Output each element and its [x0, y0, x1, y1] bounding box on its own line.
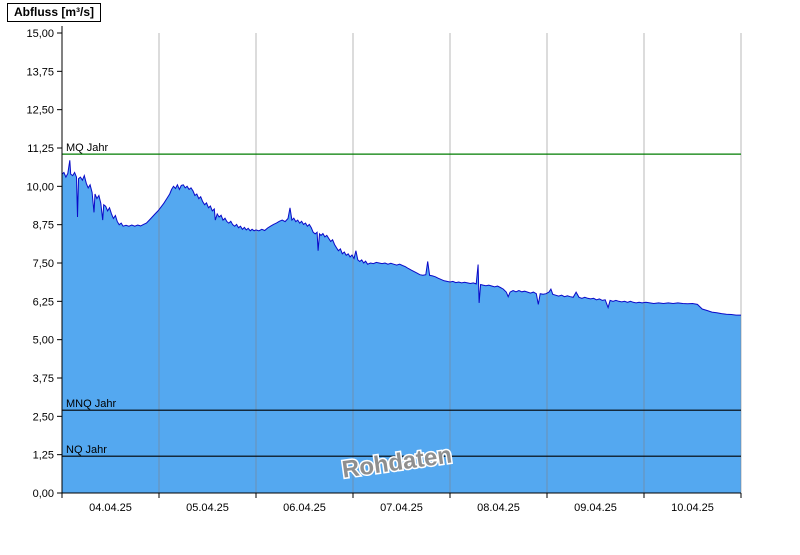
- x-tick-label: 06.04.25: [283, 502, 326, 514]
- discharge-area: [62, 160, 741, 494]
- y-tick-label: 0,00: [33, 488, 54, 500]
- y-tick-label: 3,75: [33, 373, 54, 385]
- y-tick-label: 5,00: [33, 335, 54, 347]
- y-tick-label: 15,00: [26, 28, 54, 40]
- y-axis-title-box: Abfluss [m³/s]: [7, 3, 102, 22]
- discharge-line: [61, 160, 741, 316]
- y-tick-label: 1,25: [33, 450, 54, 462]
- x-tick-label: 08.04.25: [477, 502, 520, 514]
- reference-label-mnq: MNQ Jahr: [66, 398, 116, 410]
- y-tick-label: 2,50: [33, 411, 54, 423]
- y-tick-label: 11,25: [27, 143, 54, 155]
- y-tick-label: 8,75: [33, 220, 54, 232]
- x-tick-label: 09.04.25: [574, 502, 617, 514]
- y-tick-label: 13,75: [26, 66, 54, 78]
- x-tick-label: 05.04.25: [186, 502, 229, 514]
- reference-label-nq: NQ Jahr: [66, 444, 107, 456]
- x-tick-label: 10.04.25: [671, 502, 714, 514]
- y-tick-label: 12,50: [26, 105, 54, 117]
- y-tick-label: 10,00: [26, 181, 54, 193]
- y-tick-label: 7,50: [33, 258, 54, 270]
- y-tick-label: 6,25: [33, 296, 54, 308]
- x-tick-label: 07.04.25: [380, 502, 423, 514]
- x-tick-label: 04.04.25: [89, 502, 132, 514]
- y-axis-title-label: Abfluss [m³/s]: [14, 5, 95, 19]
- reference-label-mq: MQ Jahr: [66, 142, 109, 154]
